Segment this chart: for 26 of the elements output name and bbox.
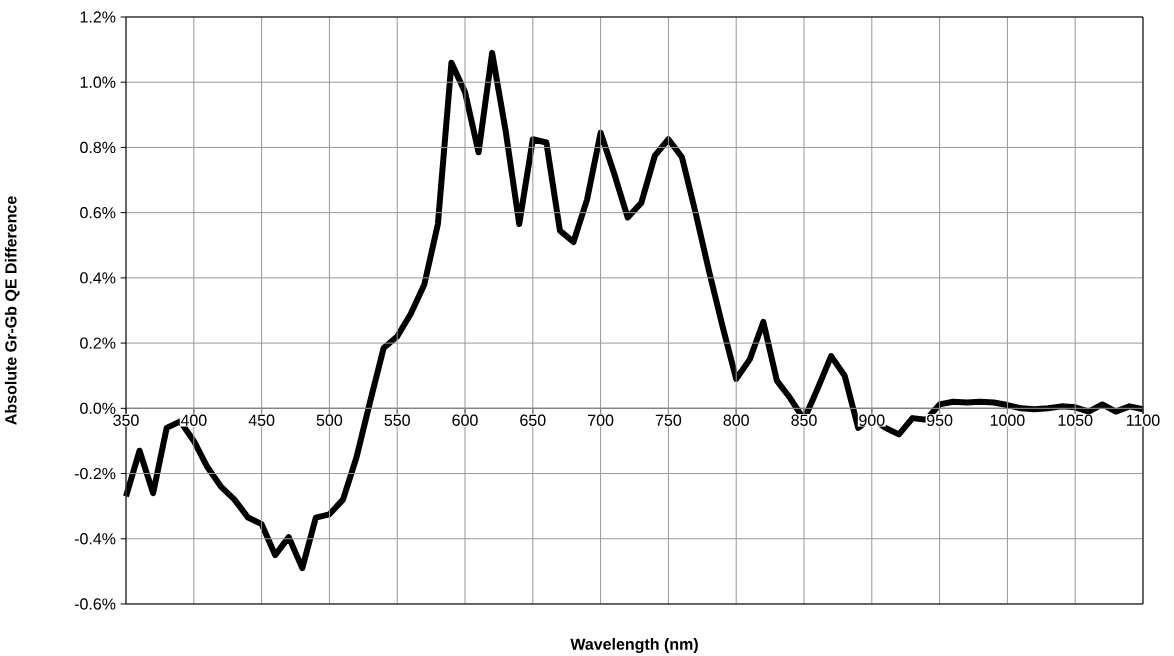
y-axis-title: Absolute Gr-Gb QE Difference (4, 196, 20, 425)
x-axis-title: Wavelength (nm) (570, 638, 698, 654)
y-tick-label: 0.2% (80, 337, 116, 349)
y-tick-label: -0.4% (74, 533, 116, 545)
y-tick-label: -0.2% (74, 467, 116, 480)
x-tick-label: 950 (927, 414, 953, 426)
y-tick-label: 0.6% (80, 207, 116, 219)
x-tick-label: 450 (248, 414, 275, 426)
y-tick-label: 1.2% (80, 11, 116, 23)
x-tick-label: 1100 (1127, 414, 1160, 426)
y-tick-label: -0.6% (74, 598, 116, 610)
x-tick-label: 800 (723, 414, 749, 426)
x-tick-label: 350 (113, 414, 139, 426)
x-tick-label: 400 (180, 414, 207, 426)
y-tick-label: 0.0% (80, 402, 116, 414)
y-tick-label: 0.4% (80, 272, 116, 284)
x-tick-label: 500 (316, 414, 343, 426)
x-tick-label: 750 (655, 414, 682, 426)
x-tick-label: 1050 (1058, 414, 1093, 426)
x-tick-label: 650 (520, 414, 546, 426)
x-tick-label: 550 (384, 414, 410, 426)
x-tick-label: 600 (452, 414, 478, 426)
y-tick-label: 1.0% (80, 76, 116, 88)
x-tick-label: 1000 (990, 414, 1025, 426)
x-tick-label: 700 (588, 414, 614, 426)
y-tick-label: 0.8% (80, 141, 116, 154)
